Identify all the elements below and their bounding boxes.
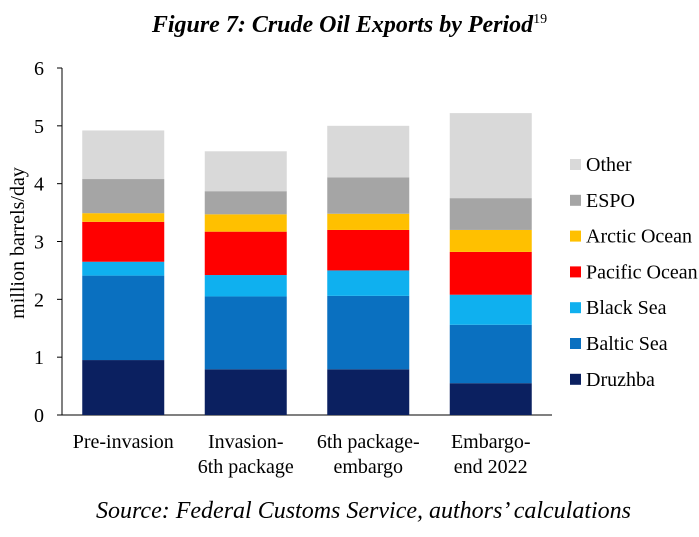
bar-segment-pacific-ocean <box>449 251 532 295</box>
bar-segment-pacific-ocean <box>204 231 287 276</box>
bar-segment-baltic-sea <box>204 296 287 370</box>
y-tick-label: 4 <box>34 174 44 196</box>
bar-segment-espo <box>82 179 165 214</box>
bar-segment-black-sea <box>204 275 287 297</box>
legend-label-druzhba: Druzhba <box>586 369 655 391</box>
legend-swatch-baltic-sea <box>570 338 581 349</box>
bar-segment-arctic-ocean <box>82 213 165 222</box>
bar-segment-espo <box>449 198 532 230</box>
stacked-bar-chart: 0 1 2 3 4 5 6 Pre-invasion Invasion-6th package… <box>7 58 698 478</box>
x-tick-label: Pre-invasion <box>73 431 174 453</box>
y-tick-label: 6 <box>34 58 44 80</box>
bar-segment-druzhba <box>327 369 410 415</box>
bar-segment-baltic-sea <box>327 295 410 370</box>
legend-label-pacific-ocean: Pacific Ocean <box>586 261 698 283</box>
bar-segment-black-sea <box>82 261 165 276</box>
bar-segment-espo <box>204 191 287 215</box>
bar-segment-baltic-sea <box>449 324 532 384</box>
legend: Other ESPO Arctic Ocean Pacific Ocean Black … <box>570 154 698 391</box>
y-tick-label: 3 <box>34 232 44 254</box>
legend-swatch-other <box>570 159 581 170</box>
y-tick-label: 1 <box>34 347 44 369</box>
legend-label-black-sea: Black Sea <box>586 297 667 319</box>
bar-segment-pacific-ocean <box>82 221 165 262</box>
bar-segment-druzhba <box>82 360 165 415</box>
bar-segment-other <box>327 125 410 178</box>
bar-segment-arctic-ocean <box>327 213 410 230</box>
legend-label-espo: ESPO <box>586 190 635 212</box>
legend-swatch-black-sea <box>570 302 581 314</box>
bar-segment-pacific-ocean <box>327 229 410 271</box>
bar-segment-arctic-ocean <box>204 214 287 232</box>
bar-segment-other <box>82 130 165 180</box>
legend-swatch-pacific-ocean <box>570 266 581 278</box>
y-tick-label: 0 <box>34 405 44 427</box>
legend-label-arctic-ocean: Arctic Ocean <box>586 226 692 248</box>
y-tick-label: 2 <box>34 289 44 311</box>
bar-segment-other <box>449 113 532 199</box>
bar-segment-druzhba <box>449 383 532 415</box>
legend-swatch-espo <box>570 194 581 206</box>
bar-segment-druzhba <box>204 369 287 415</box>
bar-segment-espo <box>327 177 410 214</box>
x-tick-label: 6th package-embargo <box>317 431 420 478</box>
legend-swatch-arctic-ocean <box>570 230 581 242</box>
y-tick-label: 5 <box>34 116 44 138</box>
bar-segment-other <box>204 151 287 192</box>
y-axis-label: million barrels/day <box>7 167 29 319</box>
legend-label-other: Other <box>586 154 632 176</box>
x-tick-label: Invasion-6th package <box>198 431 294 478</box>
chart-title: Figure 7: Crude Oil Exports by Period19 <box>151 12 548 38</box>
bar-segment-baltic-sea <box>82 275 165 361</box>
bar-segment-black-sea <box>327 270 410 296</box>
bar-segment-arctic-ocean <box>449 229 532 252</box>
title-footnote: 19 <box>533 12 548 27</box>
legend-swatch-druzhba <box>570 373 581 385</box>
bar-segment-black-sea <box>449 294 532 325</box>
x-axis-labels: Pre-invasion Invasion-6th package 6th pack… <box>73 431 531 478</box>
source-note: Source: Federal Customs Service, authors… <box>95 498 632 524</box>
x-tick-label: Embargo-end 2022 <box>451 431 531 478</box>
bars <box>82 113 532 415</box>
legend-label-baltic-sea: Baltic Sea <box>586 333 668 355</box>
